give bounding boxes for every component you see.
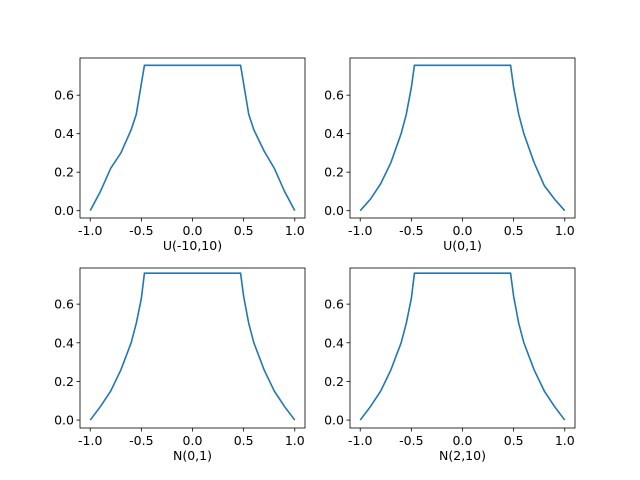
x-tick-label: -0.5: [129, 223, 153, 238]
x-tick-label: -0.5: [399, 433, 423, 448]
axes-frame: [349, 57, 576, 219]
x-tick-label: -0.5: [129, 433, 153, 448]
y-tick-label: 0.2: [54, 165, 74, 180]
x-tick-label: 1.0: [555, 223, 575, 238]
x-tick-label: 0.5: [234, 433, 254, 448]
y-tick-label: 0.2: [324, 165, 344, 180]
y-tick-label: 0.2: [324, 374, 344, 389]
x-tick-label: 1.0: [285, 223, 305, 238]
x-tick-label: -1.0: [78, 223, 102, 238]
y-tick-label: 0.0: [324, 413, 344, 428]
axes-frame: [349, 267, 576, 429]
x-axis-label: N(0,1): [173, 448, 212, 463]
x-tick-label: 0.5: [234, 223, 254, 238]
x-tick-label: -0.5: [399, 223, 423, 238]
axes-frame: [79, 267, 306, 429]
y-tick-label: 0.0: [54, 203, 74, 218]
x-axis-label: U(0,1): [443, 238, 482, 253]
x-tick-label: -1.0: [348, 223, 372, 238]
axes-frame: [79, 57, 306, 219]
x-tick-label: -1.0: [78, 433, 102, 448]
data-line: [89, 272, 296, 421]
y-tick-label: 0.6: [54, 88, 74, 103]
y-tick-label: 0.4: [324, 335, 344, 350]
y-tick-label: 0.4: [324, 126, 344, 141]
y-tick-label: 0.4: [54, 126, 74, 141]
x-axis-label: U(-10,10): [163, 238, 222, 253]
y-tick-label: 0.4: [54, 335, 74, 350]
x-tick-label: 1.0: [555, 433, 575, 448]
x-tick-label: 0.5: [504, 433, 524, 448]
x-tick-label: 0.5: [504, 223, 524, 238]
x-tick-label: 0.0: [453, 223, 473, 238]
y-tick-label: 0.2: [54, 374, 74, 389]
y-tick-label: 0.6: [324, 88, 344, 103]
x-tick-label: -1.0: [348, 433, 372, 448]
data-line: [89, 64, 296, 212]
data-line: [359, 64, 566, 212]
x-tick-label: 0.0: [183, 223, 203, 238]
y-tick-label: 0.0: [54, 413, 74, 428]
x-tick-label: 0.0: [183, 433, 203, 448]
x-tick-label: 1.0: [285, 433, 305, 448]
data-line: [359, 272, 566, 421]
y-tick-label: 0.6: [324, 297, 344, 312]
y-tick-label: 0.6: [54, 297, 74, 312]
y-tick-label: 0.0: [324, 203, 344, 218]
x-tick-label: 0.0: [453, 433, 473, 448]
x-axis-label: N(2,10): [439, 448, 486, 463]
